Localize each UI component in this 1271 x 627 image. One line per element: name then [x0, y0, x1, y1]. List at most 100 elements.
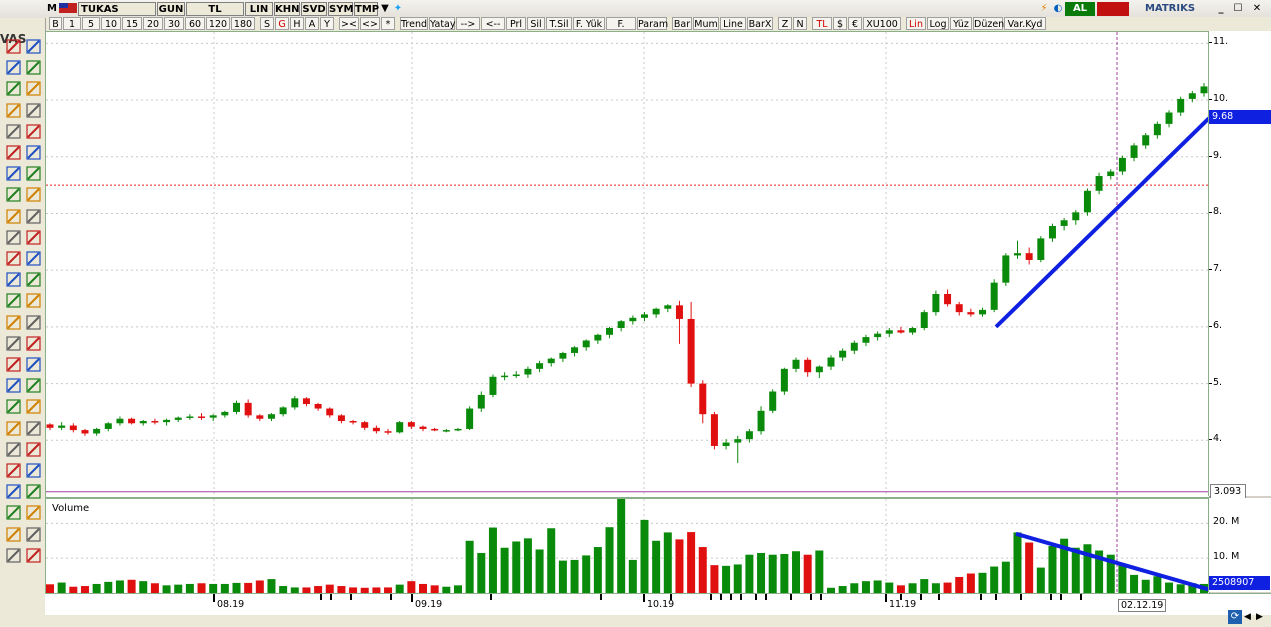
price-panel[interactable]	[45, 31, 1211, 498]
toolbar-t-sil-button[interactable]: T.Sil	[546, 17, 572, 30]
pencil-icon-alt[interactable]	[25, 144, 42, 161]
ruler-icon[interactable]	[5, 229, 22, 246]
trend-line-icon-alt[interactable]	[25, 38, 42, 55]
toolbar---button[interactable]: <--	[481, 17, 505, 30]
toolbar-180-button[interactable]: 180	[231, 17, 255, 30]
channel-icon[interactable]	[5, 165, 22, 182]
zoom-in-icon[interactable]	[5, 335, 22, 352]
down-icon[interactable]	[5, 504, 22, 521]
gear-icon-alt[interactable]	[25, 526, 42, 543]
ruler-icon-alt[interactable]	[25, 229, 42, 246]
cross-icon-alt[interactable]	[25, 186, 42, 203]
expand-icon[interactable]	[5, 398, 22, 415]
m-label[interactable]: M	[47, 3, 57, 14]
toolbar-log-button[interactable]: Log	[927, 17, 949, 30]
scroll-icon-alt[interactable]	[25, 377, 42, 394]
price-chart[interactable]	[46, 32, 1211, 497]
arrow-icon[interactable]	[5, 59, 22, 76]
toolbar-sil-button[interactable]: Sil	[527, 17, 545, 30]
channel-icon-alt[interactable]	[25, 165, 42, 182]
expand-icon-alt[interactable]	[25, 398, 42, 415]
box-icon[interactable]	[5, 208, 22, 225]
toolbar-5-button[interactable]: 5	[82, 17, 100, 30]
toolbar-h-button[interactable]: H	[290, 17, 304, 30]
info-icon[interactable]: ◐	[1053, 3, 1063, 14]
magnet-icon[interactable]	[5, 547, 22, 564]
svd-button[interactable]: SVD	[301, 2, 327, 16]
eraser-icon-alt[interactable]	[25, 271, 42, 288]
toolbar-g-button[interactable]: G	[275, 17, 289, 30]
close-icon[interactable]: ✕	[1252, 3, 1262, 14]
bell-icon-alt[interactable]	[25, 292, 42, 309]
horizontal-scrollbar[interactable]	[45, 615, 1271, 627]
pan-left-icon-alt[interactable]	[25, 441, 42, 458]
pan-right-icon-alt[interactable]	[25, 462, 42, 479]
toolbar-y-z-button[interactable]: Yüz	[950, 17, 972, 30]
toolbar-lin-button[interactable]: Lin	[906, 17, 926, 30]
toolbar-line-button[interactable]: Line	[720, 17, 746, 30]
toolbar-mum-button[interactable]: Mum	[693, 17, 719, 30]
toolbar---button[interactable]: -->	[456, 17, 480, 30]
pan-left-icon[interactable]	[5, 441, 22, 458]
toolbar-var-kyd-button[interactable]: Var.Kyd	[1004, 17, 1046, 30]
tmp-button[interactable]: TMP	[354, 2, 380, 16]
arrow-icon-alt[interactable]	[25, 59, 42, 76]
scroll-icon[interactable]	[5, 377, 22, 394]
down-icon-alt[interactable]	[25, 504, 42, 521]
scroll-left-icon[interactable]: ◀	[1244, 612, 1251, 622]
eraser-icon[interactable]	[5, 271, 22, 288]
fibonacci-icon-alt[interactable]	[25, 123, 42, 140]
bell-icon[interactable]	[5, 292, 22, 309]
toolbar---button[interactable]: ><	[339, 17, 359, 30]
khn-button[interactable]: KHN	[274, 2, 300, 16]
maximize-icon[interactable]: ☐	[1233, 3, 1243, 14]
toolbar-a-button[interactable]: A	[305, 17, 319, 30]
toolbar-$-button[interactable]: $	[833, 17, 847, 30]
toolbar-f-d-s-button[interactable]: F. Düs	[606, 17, 636, 43]
zoom-in-icon-alt[interactable]	[25, 335, 42, 352]
toolbar-z-button[interactable]: Z	[778, 17, 792, 30]
pencil-icon[interactable]	[5, 144, 22, 161]
trend-line-icon[interactable]	[5, 38, 22, 55]
twitter-icon[interactable]: ✦	[393, 3, 403, 14]
sym-button[interactable]: SYM	[328, 2, 354, 16]
volume-chart[interactable]	[46, 495, 1210, 593]
minimize-icon[interactable]: _	[1218, 3, 1224, 14]
sell-button[interactable]	[1097, 2, 1129, 16]
up-icon-alt[interactable]	[25, 483, 42, 500]
toolbar-y-button[interactable]: Y	[320, 17, 334, 30]
toolbar-xu100-button[interactable]: XU100	[863, 17, 901, 30]
up-icon[interactable]	[5, 483, 22, 500]
magnet-icon-alt[interactable]	[25, 547, 42, 564]
toolbar---button[interactable]: *	[381, 17, 395, 30]
gear-icon[interactable]	[5, 526, 22, 543]
text-icon-alt[interactable]	[25, 250, 42, 267]
buy-button[interactable]: AL	[1065, 2, 1095, 16]
toolbar-n-button[interactable]: N	[793, 17, 807, 30]
toolbar---button[interactable]: <>	[360, 17, 380, 30]
toolbar-tl-button[interactable]: TL	[812, 17, 832, 30]
toolbar-b-button[interactable]: B	[49, 17, 62, 30]
fibonacci-icon[interactable]	[5, 123, 22, 140]
toolbar-barx-button[interactable]: BarX	[747, 17, 773, 30]
collapse-icon-alt[interactable]	[25, 420, 42, 437]
move-icon-alt[interactable]	[25, 102, 42, 119]
lightning-icon[interactable]: ⚡	[1040, 3, 1048, 14]
toolbar-s-button[interactable]: S	[260, 17, 274, 30]
toolbar-prl-button[interactable]: Prl	[506, 17, 526, 30]
line-tool-icon[interactable]	[5, 80, 22, 97]
toolbar-15-button[interactable]: 15	[122, 17, 142, 30]
horizontal-line-icon[interactable]	[5, 314, 22, 331]
move-icon[interactable]	[5, 102, 22, 119]
toolbar-60-button[interactable]: 60	[185, 17, 205, 30]
toolbar-20-button[interactable]: 20	[143, 17, 163, 30]
line-tool-icon-alt[interactable]	[25, 80, 42, 97]
toolbar-d-zen-button[interactable]: Düzen	[973, 17, 1005, 30]
box-icon-alt[interactable]	[25, 208, 42, 225]
toolbar-trend-button[interactable]: Trend	[400, 17, 428, 30]
toolbar-€-button[interactable]: €	[848, 17, 862, 30]
scroll-right-icon[interactable]: ▶	[1256, 612, 1263, 622]
toolbar-120-button[interactable]: 120	[206, 17, 230, 30]
symbol-field[interactable]: TUKAS	[78, 2, 156, 16]
toolbar-param-button[interactable]: Param	[637, 17, 669, 30]
